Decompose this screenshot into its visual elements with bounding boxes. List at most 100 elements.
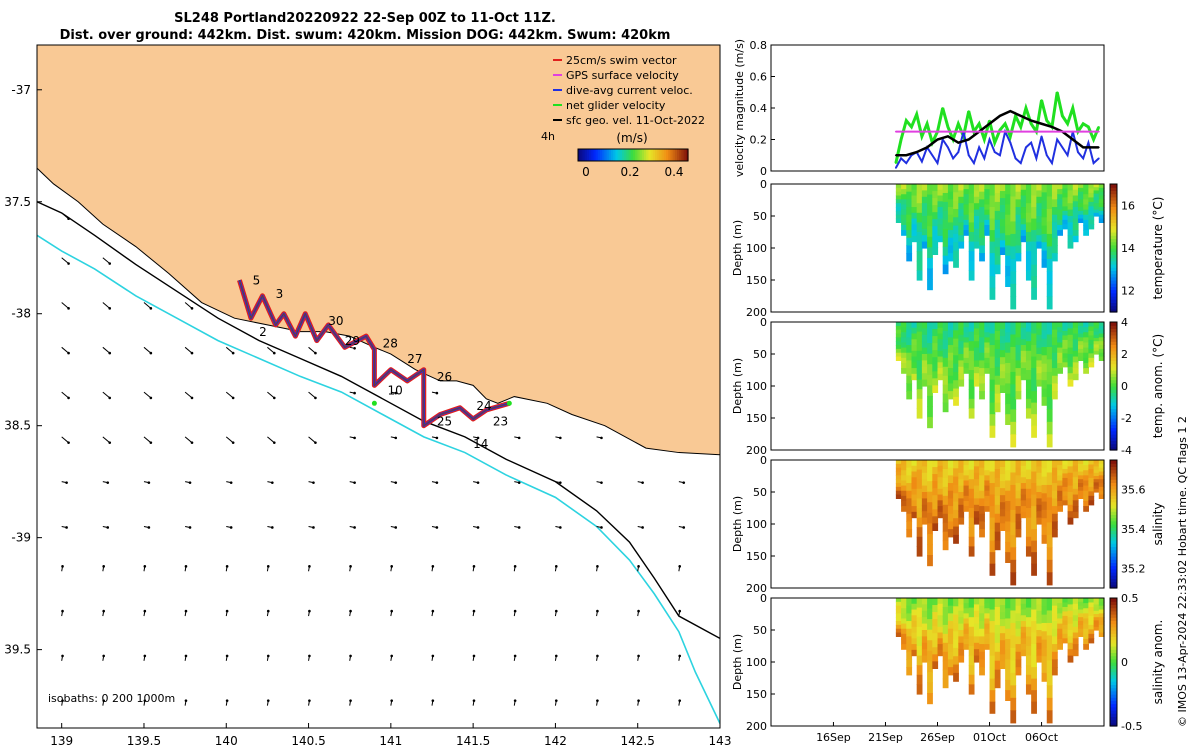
velocity-y-tick-label: 0 <box>760 165 767 178</box>
heatmap-cell <box>999 219 1006 227</box>
velocity-point <box>1051 126 1053 128</box>
heatmap-cell <box>932 516 939 524</box>
heatmap-cell <box>1083 209 1089 216</box>
heatmap-cell <box>921 203 928 211</box>
current-arrowhead <box>102 609 105 613</box>
heatmap-cell <box>942 540 949 551</box>
heatmap-cell <box>921 504 928 512</box>
heatmap-cell <box>1051 513 1058 523</box>
heatmap-cell <box>1072 212 1079 220</box>
heatmap-cell <box>932 378 939 386</box>
current-arrowhead <box>431 654 435 658</box>
heatmap-cell <box>1041 598 1048 607</box>
colorbar-cell <box>681 149 685 161</box>
heatmap-colorbar-cell <box>1110 379 1117 384</box>
heatmap-cell <box>979 613 985 622</box>
heatmap-cell <box>1077 605 1084 611</box>
heatmap-cell <box>1015 329 1022 338</box>
heatmap-cell <box>1051 613 1058 622</box>
heatmap-cell <box>1010 635 1017 649</box>
heatmap-cell <box>1025 379 1032 390</box>
heatmap-cell <box>968 617 975 628</box>
heatmap-cell <box>932 184 939 192</box>
heatmap-cell <box>916 203 923 214</box>
heatmap-cell <box>1057 638 1063 645</box>
heatmap-cell <box>979 598 985 607</box>
heatmap-cell <box>1010 221 1017 235</box>
heatmap-cell <box>1031 667 1037 680</box>
heatmap-cell <box>1098 613 1105 618</box>
heatmap-cell <box>1015 322 1022 331</box>
heatmap-cell <box>1083 480 1089 487</box>
heatmap-cell <box>979 337 985 346</box>
heatmap-cell <box>1031 322 1037 335</box>
heatmap-colorbar-cell <box>1110 678 1117 682</box>
heatmap-cell <box>1098 337 1105 342</box>
heatmap-cell <box>989 540 996 553</box>
heatmap-cell <box>1093 212 1100 217</box>
heatmap-cell <box>973 479 980 487</box>
heatmap-colorbar-tick-label: 35.2 <box>1121 562 1146 575</box>
heatmap-cell <box>1072 644 1079 651</box>
heatmap-colorbar-cell <box>1110 501 1117 506</box>
heatmap-cell <box>968 665 975 676</box>
heatmap-cell <box>937 500 944 507</box>
heatmap-cell <box>921 466 928 474</box>
heatmap-cell <box>911 184 918 191</box>
heatmap-cell <box>1057 327 1063 333</box>
heatmap-cell <box>1077 207 1084 212</box>
heatmap-cell <box>1041 184 1048 193</box>
heatmap-cell <box>999 460 1006 468</box>
heatmap-cell <box>994 486 1001 497</box>
heatmap-cell <box>927 693 933 705</box>
heatmap-cell <box>1015 529 1022 538</box>
current-arrowhead <box>390 565 393 568</box>
heatmap-cell <box>1025 222 1032 233</box>
heatmap-cell <box>1093 206 1100 211</box>
velocity-point <box>947 126 949 128</box>
heatmap-cell <box>1025 546 1032 557</box>
heatmap-colorbar-cell <box>1110 655 1117 660</box>
heatmap-cell <box>1020 626 1027 634</box>
heatmap-cell <box>1088 629 1095 635</box>
heatmap-cell <box>947 490 954 499</box>
heatmap-cell <box>937 212 944 220</box>
heatmap-cell <box>1077 471 1084 476</box>
colorbar-cell <box>661 149 665 161</box>
heatmap-cell <box>1088 219 1095 225</box>
heatmap-cell <box>1046 460 1053 474</box>
current-arrowhead <box>554 609 558 613</box>
heatmap-cell <box>984 506 991 512</box>
heatmap-cell <box>1062 615 1069 621</box>
heatmap-colorbar-cell <box>1110 614 1117 618</box>
heatmap-cell <box>916 460 923 471</box>
velocity-point <box>936 138 939 141</box>
heatmap-cell <box>973 190 980 198</box>
heatmap-cell <box>994 669 1001 680</box>
heatmap-cell <box>1005 235 1011 247</box>
velocity-point <box>993 141 996 144</box>
heatmap-cell <box>968 646 975 657</box>
heatmap-cell <box>1093 476 1100 480</box>
heatmap-cell <box>1083 460 1089 466</box>
heatmap-cell <box>1031 276 1037 289</box>
heatmap-cell <box>1041 656 1048 666</box>
heatmap-cell <box>895 348 902 354</box>
current-arrowhead <box>225 609 229 613</box>
heatmap-cell <box>895 494 902 499</box>
heatmap-cell <box>1010 598 1017 612</box>
heatmap-cell <box>979 506 985 515</box>
heatmap-cell <box>979 644 985 653</box>
heatmap-cell <box>906 513 913 523</box>
heatmap-cell <box>1046 598 1053 612</box>
current-arrowhead <box>65 526 68 529</box>
heatmap-cell <box>937 626 944 634</box>
heatmap-cell <box>989 701 996 714</box>
heatmap-cell <box>942 513 949 524</box>
heatmap-cell <box>1088 184 1095 190</box>
heatmap-colorbar-cell <box>1110 322 1117 326</box>
heatmap-cell <box>937 609 944 616</box>
heatmap-cell <box>932 467 939 475</box>
heatmap-cell <box>1098 621 1105 626</box>
heatmap-cell <box>1098 187 1105 193</box>
